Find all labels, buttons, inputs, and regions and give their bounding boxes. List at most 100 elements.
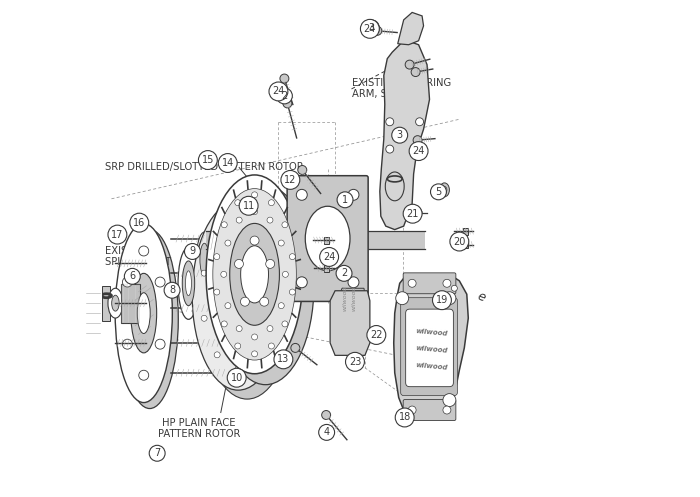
Text: wilwood: wilwood: [351, 285, 356, 311]
Circle shape: [442, 286, 452, 295]
Circle shape: [234, 200, 241, 206]
Circle shape: [348, 277, 359, 288]
Text: 5: 5: [435, 187, 442, 197]
Circle shape: [433, 291, 452, 310]
Circle shape: [270, 315, 275, 321]
Ellipse shape: [206, 175, 303, 374]
Ellipse shape: [112, 295, 119, 311]
Text: 15: 15: [202, 155, 214, 165]
Polygon shape: [102, 286, 111, 321]
Polygon shape: [121, 284, 140, 323]
Circle shape: [225, 240, 231, 246]
Circle shape: [164, 282, 180, 298]
Ellipse shape: [108, 288, 123, 318]
Circle shape: [235, 366, 241, 372]
Circle shape: [214, 253, 220, 259]
Text: 2: 2: [281, 91, 288, 101]
Text: wilwood: wilwood: [416, 328, 448, 336]
Circle shape: [348, 189, 359, 200]
Text: 9: 9: [190, 247, 195, 256]
Circle shape: [234, 259, 244, 268]
Text: 13: 13: [277, 354, 290, 364]
Text: 24: 24: [272, 86, 285, 96]
Circle shape: [282, 271, 288, 277]
Ellipse shape: [197, 232, 212, 287]
Circle shape: [201, 270, 207, 276]
Circle shape: [267, 326, 273, 331]
Circle shape: [408, 406, 416, 414]
Circle shape: [268, 200, 274, 206]
Circle shape: [122, 277, 132, 287]
Circle shape: [416, 118, 423, 126]
Circle shape: [268, 343, 274, 349]
Circle shape: [320, 248, 339, 266]
Circle shape: [270, 270, 275, 276]
Ellipse shape: [121, 230, 178, 409]
Ellipse shape: [116, 224, 172, 403]
Circle shape: [282, 321, 288, 327]
FancyBboxPatch shape: [406, 309, 454, 387]
Text: SRP DRILLED/SLOTTED PATTERN ROTOR: SRP DRILLED/SLOTTED PATTERN ROTOR: [106, 163, 304, 172]
Circle shape: [251, 192, 258, 198]
Circle shape: [236, 217, 242, 223]
Circle shape: [443, 406, 451, 414]
Circle shape: [395, 408, 414, 427]
FancyBboxPatch shape: [403, 400, 456, 420]
FancyBboxPatch shape: [463, 241, 468, 248]
Text: 18: 18: [398, 413, 411, 422]
Text: EXISTING STEERING: EXISTING STEERING: [353, 79, 452, 88]
Text: e: e: [475, 290, 487, 305]
Circle shape: [267, 217, 273, 223]
Text: 3: 3: [368, 23, 374, 33]
Ellipse shape: [182, 261, 195, 306]
Text: wilwood: wilwood: [416, 345, 448, 354]
Ellipse shape: [137, 293, 150, 333]
Circle shape: [411, 68, 420, 77]
Circle shape: [139, 246, 148, 256]
Text: 6: 6: [130, 271, 135, 281]
Ellipse shape: [201, 210, 293, 399]
Circle shape: [386, 145, 393, 153]
Circle shape: [296, 189, 307, 200]
Circle shape: [221, 222, 228, 228]
Ellipse shape: [215, 247, 262, 344]
Circle shape: [279, 303, 284, 309]
Ellipse shape: [440, 183, 449, 197]
Text: 3: 3: [397, 130, 402, 140]
Circle shape: [346, 352, 365, 371]
Circle shape: [296, 277, 307, 288]
Text: 12: 12: [284, 175, 297, 185]
FancyBboxPatch shape: [323, 237, 328, 244]
Ellipse shape: [200, 243, 209, 275]
Text: 22: 22: [370, 330, 383, 340]
FancyBboxPatch shape: [323, 265, 328, 272]
Circle shape: [234, 343, 241, 349]
FancyBboxPatch shape: [287, 175, 368, 301]
Circle shape: [412, 208, 422, 218]
Circle shape: [236, 326, 242, 331]
Circle shape: [443, 279, 451, 287]
Circle shape: [125, 268, 140, 284]
Text: 1: 1: [342, 195, 348, 205]
Circle shape: [214, 234, 220, 240]
Polygon shape: [380, 40, 430, 230]
Text: 16: 16: [133, 218, 146, 228]
Circle shape: [218, 154, 237, 172]
Circle shape: [139, 370, 148, 380]
Circle shape: [289, 253, 295, 259]
Polygon shape: [338, 288, 366, 352]
Circle shape: [430, 184, 447, 200]
Text: 4: 4: [323, 427, 330, 437]
Circle shape: [214, 289, 220, 295]
Circle shape: [260, 297, 269, 306]
Circle shape: [395, 292, 409, 305]
Text: wilwood: wilwood: [416, 362, 448, 371]
Text: 21: 21: [407, 209, 419, 219]
Circle shape: [218, 281, 227, 289]
Circle shape: [221, 321, 228, 327]
Circle shape: [256, 234, 262, 240]
Ellipse shape: [225, 270, 251, 321]
Circle shape: [201, 315, 207, 321]
Text: SPINDLE NUT: SPINDLE NUT: [106, 257, 172, 267]
Circle shape: [318, 424, 335, 440]
